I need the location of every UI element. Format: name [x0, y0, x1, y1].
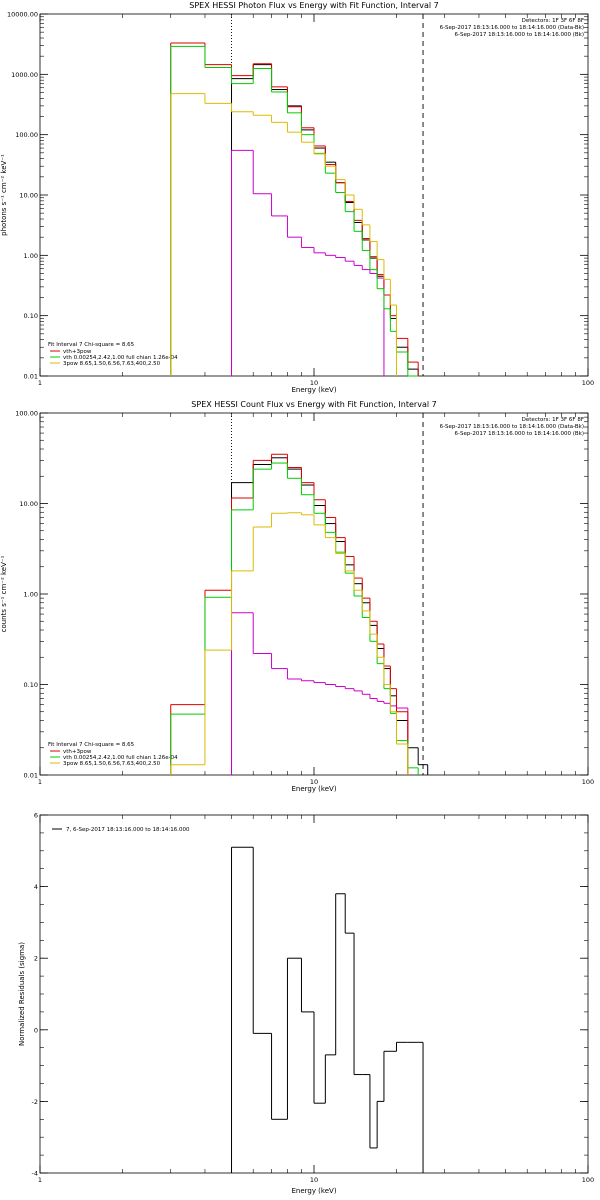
count-legend-label-vth: vth 0.00254,2.42,1.00 full chian 1.26e-0… — [63, 755, 178, 761]
photon-legend-entry-vth: vth 0.00254,2.42,1.00 full chian 1.26e-0… — [50, 355, 178, 361]
residuals-marks: 1 10 100 -4 -2 0 2 4 6 — [32, 812, 595, 1185]
count-ytick-label: 10.00 — [19, 500, 38, 508]
residuals-ytick-label: 2 — [34, 955, 38, 963]
photon-panel-title: SPEX HESSI Photon Flux vs Energy with Fi… — [189, 1, 439, 10]
photon-y-axis-label: photons s⁻¹ cm⁻² keV⁻¹ — [0, 154, 8, 236]
photon-xtick-label: 1 — [38, 379, 42, 387]
count-xtick-label: 1 — [38, 778, 42, 786]
count-series-3pow — [170, 512, 409, 775]
count-x-axis-label: Energy (keV) — [291, 785, 336, 793]
count-y-axis-label: counts s⁻¹ cm⁻² keV⁻¹ — [0, 555, 8, 632]
photon-legend-entry-total: vth+3pow — [50, 349, 92, 355]
residuals-y-axis-label: Normalized Residuals (sigma) — [18, 942, 26, 1046]
residuals-xtick-label: 100 — [582, 1176, 594, 1184]
residuals-ytick-label: 4 — [34, 883, 38, 891]
count-ytick-label: 0.01 — [24, 772, 38, 780]
count-header-detectors: Detectors: 1F 3F 6F 8F — [522, 417, 584, 423]
photon-ytick-label: 0.10 — [24, 312, 38, 320]
photon-xtick-label: 100 — [582, 379, 594, 387]
count-legend-label-3pow: 3pow 8.65,1.50,6.56,7.63,400,2.50 — [63, 761, 161, 767]
count-xtick-label: 100 — [582, 778, 594, 786]
count-marks: 1 10 100 0.01 0.10 1.00 10.00 100.00 — [15, 410, 594, 787]
photon-ytick-label: 10.00 — [19, 192, 38, 200]
residuals-xtick-label: 10 — [310, 1176, 318, 1184]
residuals-x-axis-label: Energy (keV) — [291, 1187, 336, 1195]
count-legend-entry-total: vth+3pow — [50, 749, 92, 755]
photon-header-detectors: Detectors: 1F 3F 6F 8F — [522, 18, 584, 24]
count-ytick-label: 1.00 — [24, 591, 38, 599]
photon-x-axis-label: Energy (keV) — [291, 386, 336, 394]
count-legend-label-total: vth+3pow — [63, 749, 92, 755]
count-panel-title: SPEX HESSI Count Flux vs Energy with Fit… — [191, 400, 436, 409]
count-ytick-label: 100.00 — [15, 410, 38, 418]
photon-xtick-label: 10 — [310, 379, 318, 387]
photon-series-3pow — [170, 93, 397, 376]
photon-legend-label-total: vth+3pow — [63, 349, 92, 355]
count-xtick-label: 10 — [310, 778, 318, 786]
residuals-legend-label: 7, 6-Sep-2017 18:13:16.000 to 18:14:16.0… — [66, 827, 190, 833]
residuals-ytick-label: -4 — [32, 1170, 38, 1178]
residuals-ytick-label: 0 — [34, 1026, 38, 1034]
count-legend-entry-3pow: 3pow 8.65,1.50,6.56,7.63,400,2.50 — [50, 761, 161, 767]
photon-ytick-label: 1000.00 — [11, 71, 38, 79]
photon-ytick-label: 100.00 — [15, 131, 38, 139]
photon-ytick-label: 1.00 — [24, 252, 38, 260]
count-header-data-interval: 6-Sep-2017 18:13:16.000 to 18:14:16.000 … — [440, 424, 584, 430]
count-legend-entry-vth: vth 0.00254,2.42,1.00 full chian 1.26e-0… — [50, 755, 178, 761]
photon-header-bk-interval: 6-Sep-2017 18:13:16.000 to 18:14:16.000 … — [455, 32, 585, 38]
residuals-residual-steps — [231, 846, 424, 1173]
photon-legend-title: Fit Interval 7 Chi-square = 8.65 — [48, 342, 135, 348]
residuals-ytick-label: -2 — [32, 1098, 38, 1106]
photon-legend-label-vth: vth 0.00254,2.42,1.00 full chian 1.26e-0… — [63, 355, 178, 361]
residuals-xtick-label: 1 — [38, 1176, 42, 1184]
photon-ytick-label: 0.01 — [24, 373, 38, 381]
photon-legend-entry-3pow: 3pow 8.65,1.50,6.56,7.63,400,2.50 — [50, 361, 161, 367]
photon-marks: 1 10 100 0.01 0.10 1.00 10.00 100.00 1000.00 1000… — [7, 11, 594, 388]
count-ytick-label: 0.10 — [24, 681, 38, 689]
count-header-bk-interval: 6-Sep-2017 18:13:16.000 to 18:14:16.000 … — [455, 431, 585, 437]
photon-ytick-label: 10000.00 — [7, 11, 38, 19]
photon-header-data-interval: 6-Sep-2017 18:13:16.000 to 18:14:16.000 … — [440, 25, 584, 31]
count-legend-title: Fit Interval 7 Chi-square = 8.65 — [48, 742, 135, 748]
photon-legend-label-3pow: 3pow 8.65,1.50,6.56,7.63,400,2.50 — [63, 361, 161, 367]
residuals-ytick-label: 6 — [34, 812, 38, 820]
residuals-legend-entry: 7, 6-Sep-2017 18:13:16.000 to 18:14:16.0… — [52, 827, 190, 833]
